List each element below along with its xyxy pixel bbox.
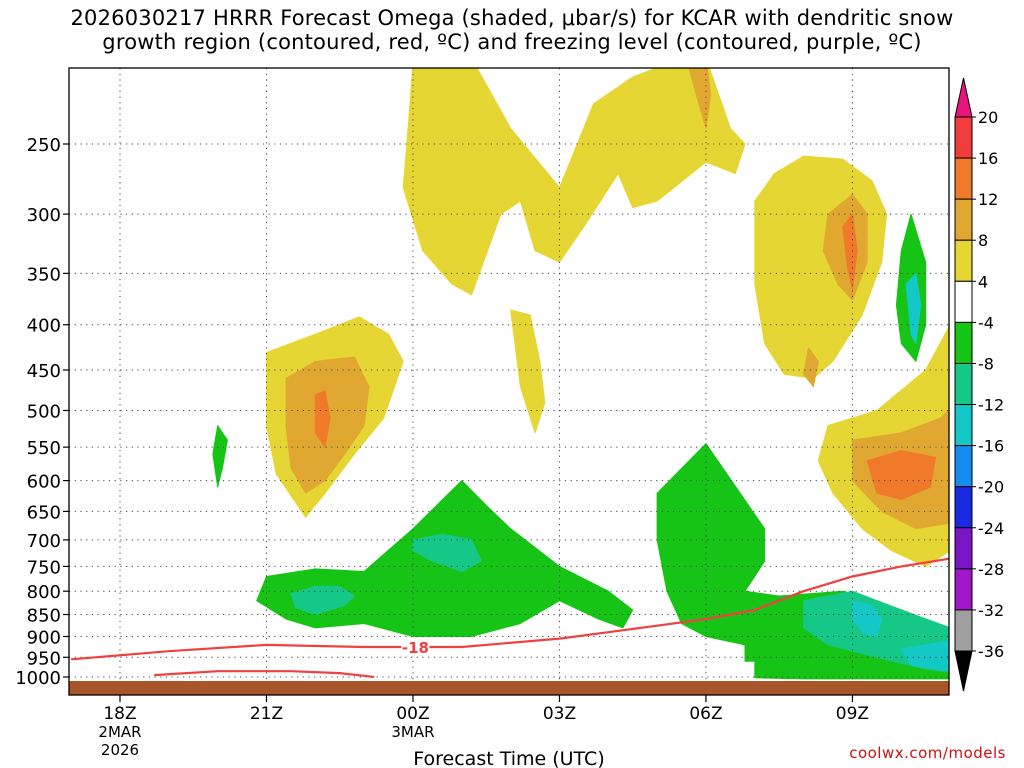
colorbar-label-13: -36	[978, 642, 1004, 661]
colorbar-box-0	[954, 116, 973, 159]
colorbar-box-9	[954, 486, 973, 529]
xtick-year-18Z: 2026	[101, 741, 139, 759]
xtick-label-21Z: 21Z	[250, 704, 283, 724]
isotherm-contours	[71, 557, 949, 679]
colorbar-label-9: -20	[978, 478, 1004, 497]
ytick-label-750: 750	[27, 557, 61, 578]
omega-shading	[212, 68, 949, 680]
xtick-label-00Z: 00Z	[396, 704, 429, 724]
omega-region-4-1	[412, 533, 482, 572]
omega-region-2-0	[314, 390, 331, 448]
chart-title: 2026030217 HRRR Forecast Omega (shaded, …	[0, 6, 1024, 54]
colorbar-label-1: 16	[978, 149, 998, 168]
omega-region-3-4	[900, 68, 902, 69]
colorbar-label-2: 12	[978, 190, 998, 209]
ytick-label-450: 450	[27, 361, 61, 382]
omega-region-2-1	[842, 213, 858, 290]
ytick-label-650: 650	[27, 502, 61, 523]
colorbar-box-4	[954, 280, 973, 323]
colorbar-label-3: 8	[978, 231, 988, 250]
colorbar-top-arrow	[954, 77, 973, 118]
xtick-date-18Z: 2MAR	[98, 723, 141, 741]
xtick-label-18Z: 18Z	[103, 704, 136, 724]
colorbar-box-10	[954, 527, 973, 570]
colorbar-label-8: -16	[978, 437, 1004, 456]
colorbar-box-6	[954, 362, 973, 406]
y-axis: 2503003504004505005506006507007508008509…	[15, 135, 69, 689]
colorbar-box-2	[954, 198, 973, 241]
colorbar-label-6: -8	[978, 354, 994, 373]
contour-label-text: -18	[402, 639, 429, 657]
colorbar-label-4: 4	[978, 272, 988, 291]
ytick-label-300: 300	[27, 205, 61, 226]
colorbar-label-12: -32	[978, 601, 1004, 620]
contour-label-bg	[401, 638, 430, 657]
colorbar-label-11: -28	[978, 560, 1004, 579]
omega-region-3-0	[212, 425, 228, 488]
colorbar-bottom-arrow	[954, 650, 973, 692]
ytick-label-350: 350	[27, 264, 61, 285]
colorbar-box-3	[954, 239, 973, 282]
omega-region-1-1	[688, 68, 712, 129]
xtick-date-00Z: 3MAR	[391, 723, 434, 741]
ytick-label-700: 700	[27, 531, 61, 552]
omega-region-5-2	[900, 640, 949, 672]
omega-region-4-0	[290, 585, 355, 615]
x-axis-label: Forecast Time (UTC)	[413, 748, 604, 768]
ground-layer	[69, 681, 949, 695]
ytick-label-1000: 1000	[15, 668, 61, 689]
ytick-label-550: 550	[27, 438, 61, 459]
omega-region-0-2	[510, 309, 546, 434]
xtick-label-09Z: 09Z	[836, 704, 869, 724]
colorbar-box-11	[954, 568, 973, 611]
isotherm-line-7	[154, 670, 375, 679]
colorbar-box-8	[954, 445, 973, 488]
contour-label: -18	[401, 638, 430, 657]
xtick-label-03Z: 03Z	[543, 704, 576, 724]
colorbar-label-7: -12	[978, 396, 1004, 415]
ytick-label-400: 400	[27, 316, 61, 337]
isotherm-line-6	[71, 557, 949, 661]
grid-lines	[69, 68, 949, 695]
colorbar-label-5: -4	[978, 313, 994, 332]
ytick-label-850: 850	[27, 606, 61, 627]
omega-region-5-1	[851, 600, 883, 637]
title-line-2: growth region (contoured, red, ºC) and f…	[102, 30, 922, 54]
plot-frame	[68, 67, 950, 696]
colorbar-label-0: 20	[978, 108, 998, 127]
ytick-label-900: 900	[27, 627, 61, 648]
ytick-label-500: 500	[27, 402, 61, 423]
colorbar-box-5	[954, 321, 973, 364]
colorbar-box-12	[954, 609, 973, 652]
omega-region-1-3	[803, 347, 819, 388]
omega-region-0-0	[402, 68, 746, 296]
ytick-label-950: 950	[27, 648, 61, 669]
title-line-1: 2026030217 HRRR Forecast Omega (shaded, …	[70, 6, 954, 30]
colorbar-label-10: -24	[978, 519, 1004, 538]
ytick-label-800: 800	[27, 582, 61, 603]
xtick-label-06Z: 06Z	[689, 704, 722, 724]
omega-region-2-2	[866, 450, 936, 500]
colorbar-box-1	[954, 157, 973, 200]
ytick-label-250: 250	[27, 135, 61, 156]
ytick-label-600: 600	[27, 472, 61, 493]
colorbar: 20 16 12 8 4 -4 -8 -12 -16 -20 -24 -28 -32 -36	[954, 77, 1004, 692]
colorbar-box-7	[954, 404, 973, 447]
credit-text: coolwx.com/models	[849, 744, 1006, 762]
